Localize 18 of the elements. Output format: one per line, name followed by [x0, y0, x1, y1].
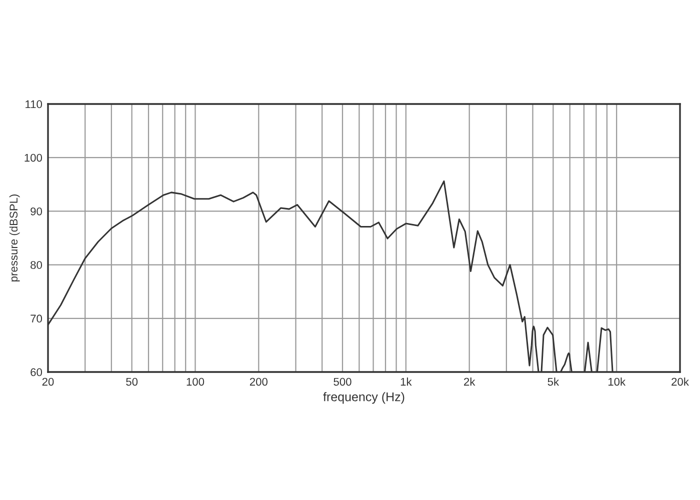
x-tick-label: 200 — [250, 378, 268, 386]
y-tick-label: 100 — [24, 154, 42, 162]
y-tick-label: 60 — [30, 368, 42, 376]
y-tick-label: 90 — [30, 207, 42, 216]
x-tick-label: 20 — [42, 378, 54, 386]
y-tick-label: 80 — [30, 261, 42, 269]
x-tick-label: 20k — [672, 378, 689, 386]
x-tick-label: 50 — [126, 378, 138, 386]
x-tick-label: 10k — [608, 378, 626, 386]
y-tick-label: 70 — [30, 314, 42, 323]
x-tick-label: 2k — [464, 378, 476, 386]
x-tick-label: 5k — [548, 378, 560, 386]
x-tick-label: 100 — [186, 378, 204, 386]
x-axis-title: frequency (Hz) — [323, 392, 404, 404]
x-tick-label: 500 — [334, 378, 352, 386]
x-tick-label: 1k — [400, 378, 412, 386]
y-tick-label: 110 — [26, 100, 42, 108]
y-axis-title: pressure (dBSPL) — [9, 194, 20, 282]
